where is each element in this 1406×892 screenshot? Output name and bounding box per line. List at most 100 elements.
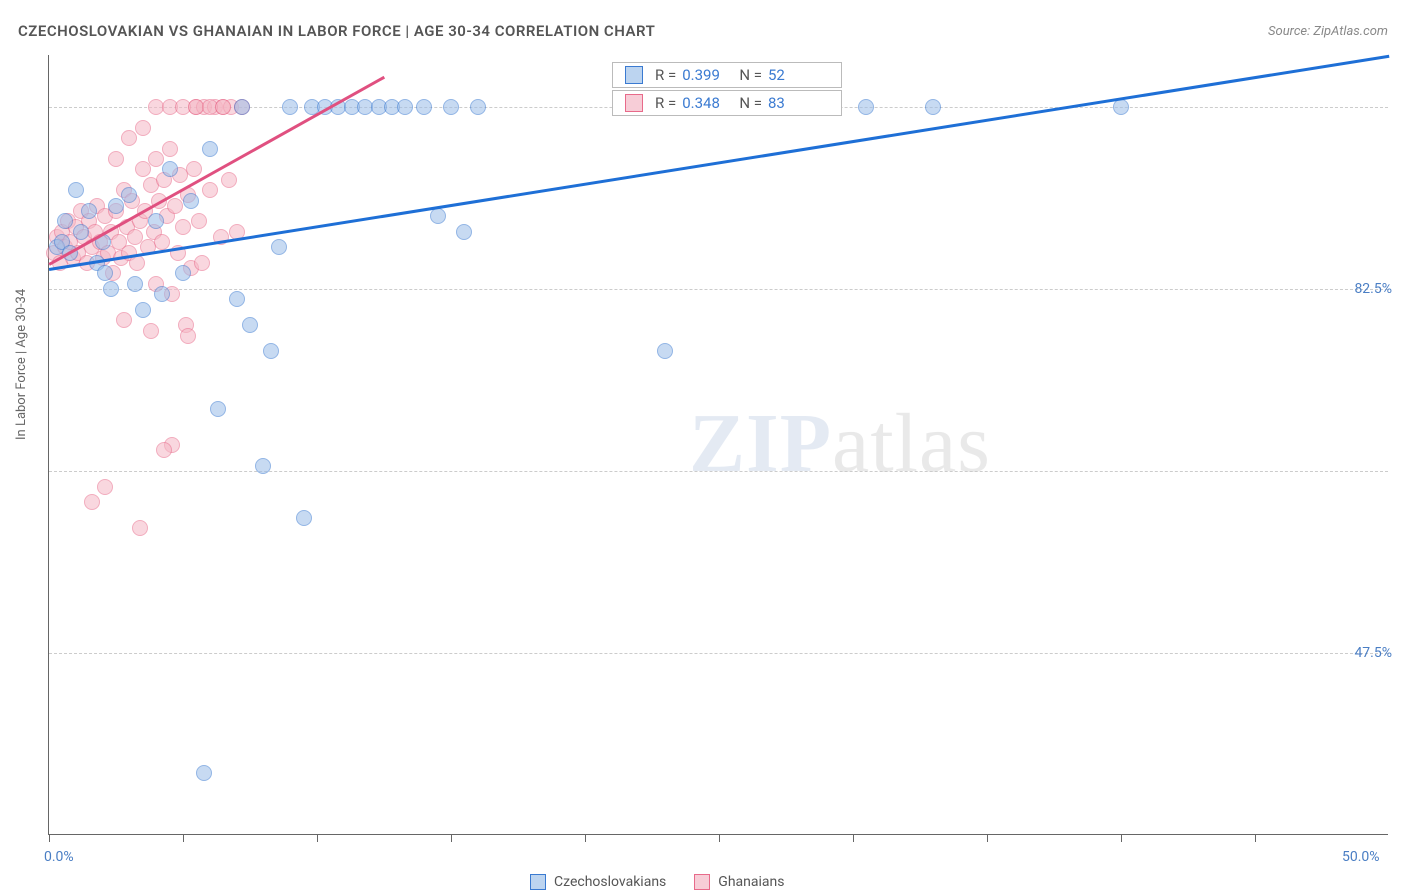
legend-label: Czechoslovakians [554,874,666,890]
scatter-point [443,99,459,115]
y-tick-label: 47.5% [1354,645,1392,661]
scatter-point [73,224,89,240]
scatter-point [135,161,151,177]
scatter-point [202,141,218,157]
scatter-point [167,198,183,214]
y-axis-label: In Labor Force | Age 30-34 [14,289,29,440]
scatter-point [148,213,164,229]
scatter-point [416,99,432,115]
scatter-point [1113,99,1129,115]
scatter-point [186,161,202,177]
watermark-atlas: atlas [832,397,991,490]
scatter-point [456,224,472,240]
scatter-point [858,99,874,115]
scatter-point [263,343,279,359]
x-tick [451,834,452,842]
scatter-point [135,302,151,318]
scatter-point [175,219,191,235]
scatter-point [121,130,137,146]
scatter-point [180,328,196,344]
scatter-point [470,99,486,115]
watermark: ZIPatlas [689,395,991,492]
scatter-point [397,99,413,115]
x-tick [1121,834,1122,842]
series-legend: Czechoslovakians Ghanaians [530,874,784,890]
scatter-point [68,182,84,198]
scatter-point [84,494,100,510]
scatter-point [194,255,210,271]
scatter-point [127,276,143,292]
scatter-point [154,286,170,302]
legend-label: Ghanaians [718,874,784,890]
scatter-point [129,255,145,271]
legend-swatch-blue-icon [625,66,643,84]
scatter-point [121,187,137,203]
scatter-point [108,198,124,214]
scatter-point [81,203,97,219]
scatter-point [108,151,124,167]
scatter-point [925,99,941,115]
scatter-point [234,99,250,115]
scatter-point [221,172,237,188]
grid-line [49,289,1388,290]
scatter-point [57,213,73,229]
x-tick-label: 0.0% [44,849,74,865]
scatter-point [210,401,226,417]
scatter-point [132,520,148,536]
legend-swatch-blue-icon [530,874,546,890]
x-tick [1255,834,1256,842]
scatter-point [183,193,199,209]
scatter-point [154,234,170,250]
stats-legend-row-1: R = 0.399 N = 52 [612,62,842,88]
scatter-point [97,479,113,495]
scatter-point [191,213,207,229]
watermark-zip: ZIP [689,397,832,490]
scatter-plot-area: ZIPatlas [48,55,1388,835]
x-tick [585,834,586,842]
scatter-point [196,765,212,781]
scatter-point [202,182,218,198]
scatter-point [162,161,178,177]
legend-item-ghanaians: Ghanaians [694,874,784,890]
r-label: R = [655,94,676,112]
scatter-point [255,458,271,474]
legend-item-czechoslovakians: Czechoslovakians [530,874,666,890]
scatter-point [296,510,312,526]
y-tick-label: 82.5% [1354,281,1392,297]
n-label: N = [739,94,762,112]
n-value: 52 [768,66,785,84]
stats-legend-row-2: R = 0.348 N = 83 [612,90,842,116]
scatter-point [430,208,446,224]
x-tick [317,834,318,842]
n-label: N = [739,66,762,84]
r-value: 0.399 [682,66,720,84]
grid-line [49,471,1388,472]
scatter-point [162,141,178,157]
x-tick-label: 50.0% [1342,849,1380,865]
scatter-point [215,99,231,115]
source-attribution: Source: ZipAtlas.com [1268,24,1388,39]
scatter-point [175,265,191,281]
scatter-point [156,442,172,458]
x-tick [49,834,50,842]
scatter-point [135,120,151,136]
scatter-point [657,343,673,359]
scatter-point [116,312,132,328]
x-tick [183,834,184,842]
x-tick [719,834,720,842]
legend-swatch-pink-icon [694,874,710,890]
scatter-point [143,323,159,339]
n-value: 83 [768,94,785,112]
scatter-point [282,99,298,115]
scatter-point [242,317,258,333]
grid-line [49,653,1388,654]
chart-title: CZECHOSLOVAKIAN VS GHANAIAN IN LABOR FOR… [18,22,655,40]
x-tick [853,834,854,842]
scatter-point [103,281,119,297]
r-label: R = [655,66,676,84]
scatter-point [271,239,287,255]
r-value: 0.348 [682,94,720,112]
legend-swatch-pink-icon [625,94,643,112]
scatter-point [97,265,113,281]
x-tick [987,834,988,842]
